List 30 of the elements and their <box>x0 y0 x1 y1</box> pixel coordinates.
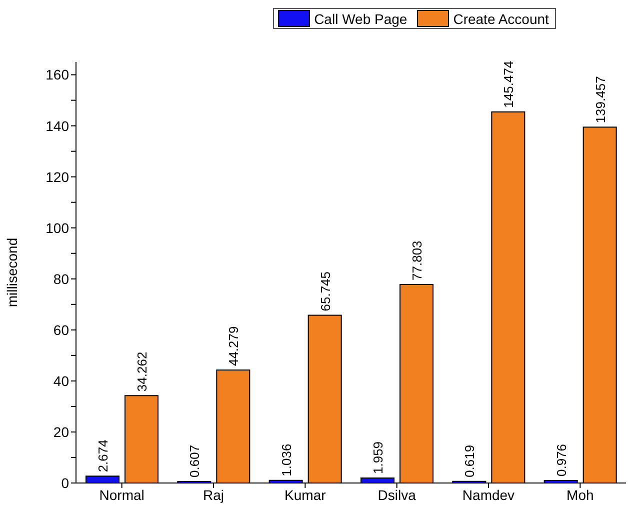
data-label: 1.959 <box>370 441 386 474</box>
x-tick-label: Raj <box>202 486 224 503</box>
legend-label: Call Web Page <box>313 10 408 27</box>
data-label: 44.279 <box>226 326 242 366</box>
data-label: 2.674 <box>96 440 110 472</box>
data-label: 0.619 <box>462 444 478 478</box>
y-tick-label: 80 <box>53 270 70 287</box>
data-label: 1.036 <box>278 444 294 476</box>
y-tick-label: 60 <box>53 322 70 338</box>
x-tick-label: Dsilva <box>378 486 416 503</box>
data-label: 34.262 <box>134 352 150 392</box>
y-tick-label: 0 <box>61 474 70 491</box>
x-tick-label: Namdev <box>462 486 515 503</box>
x-tick-label: Kumar <box>284 486 326 503</box>
legend-label: Create Account <box>452 10 549 27</box>
data-label: 139.457 <box>592 76 608 124</box>
data-label: 0.976 <box>554 444 569 477</box>
y-tick-label: 40 <box>53 372 70 389</box>
data-label: 145.474 <box>501 60 516 108</box>
data-label: 0.607 <box>187 444 202 478</box>
y-tick-label: 120 <box>46 168 70 185</box>
x-tick-label: Moh <box>566 486 594 503</box>
y-tick-label: 20 <box>53 424 70 440</box>
x-tick-label: Normal <box>99 486 144 503</box>
data-label: 77.803 <box>410 240 424 280</box>
y-axis-title: millisecond <box>4 238 20 308</box>
y-tick-label: 140 <box>46 118 70 134</box>
data-label: 65.745 <box>318 271 333 312</box>
y-tick-label: 100 <box>46 220 70 236</box>
y-tick-label: 160 <box>46 66 70 83</box>
